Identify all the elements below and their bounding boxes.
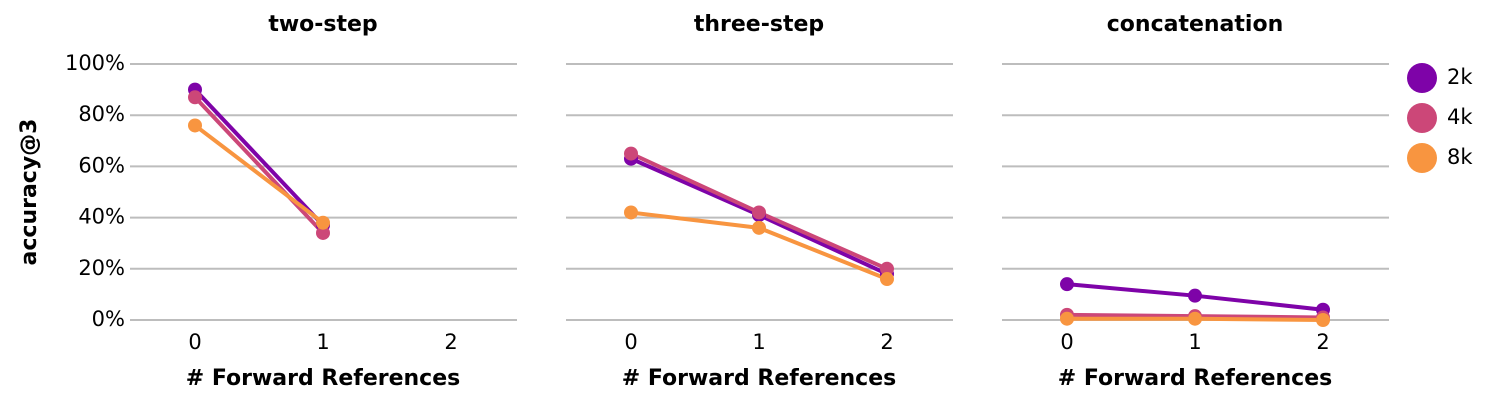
x-axis-label: # Forward References <box>1058 366 1332 391</box>
y-tick-label: 60% <box>78 153 125 177</box>
series-line <box>193 95 325 235</box>
point <box>624 146 638 161</box>
subplot-title: two-step <box>268 12 377 37</box>
point <box>880 272 894 287</box>
legend-label: 8k <box>1447 145 1473 169</box>
legend-swatch <box>1407 143 1437 173</box>
y-tick-label: 0% <box>92 307 125 331</box>
legend-label: 2k <box>1447 65 1473 89</box>
y-axis-label: accuracy@3 <box>17 119 42 266</box>
x-tick-label: 1 <box>1188 330 1201 354</box>
x-axis-label: # Forward References <box>622 366 896 391</box>
x-tick-label: 2 <box>880 330 893 354</box>
series-line <box>193 88 325 227</box>
point <box>624 205 638 220</box>
x-tick-label: 1 <box>316 330 329 354</box>
point <box>188 90 202 105</box>
subplot-title: three-step <box>694 12 824 37</box>
y-tick-label: 40% <box>78 205 125 229</box>
point <box>1060 277 1074 292</box>
subplot-title: concatenation <box>1107 12 1283 37</box>
point <box>1188 288 1202 303</box>
point <box>880 261 894 276</box>
x-tick-label: 2 <box>444 330 457 354</box>
y-tick-label: 80% <box>78 102 125 126</box>
legend-swatch <box>1407 63 1437 93</box>
point <box>1188 311 1202 326</box>
point <box>316 215 330 230</box>
x-tick-label: 0 <box>188 330 201 354</box>
x-tick-label: 2 <box>1316 330 1329 354</box>
point <box>188 118 202 133</box>
point <box>1060 311 1074 326</box>
x-axis-label: # Forward References <box>186 366 460 391</box>
x-tick-label: 0 <box>624 330 637 354</box>
legend-label: 4k <box>1447 105 1473 129</box>
point <box>752 220 766 235</box>
series-line <box>193 123 325 225</box>
x-tick-label: 1 <box>752 330 765 354</box>
legend-swatch <box>1407 103 1437 133</box>
point <box>752 205 766 220</box>
point <box>1316 313 1330 327</box>
x-tick-label: 0 <box>1060 330 1073 354</box>
y-tick-label: 20% <box>78 256 125 280</box>
point <box>316 225 330 240</box>
y-tick-label: 100% <box>65 51 125 75</box>
